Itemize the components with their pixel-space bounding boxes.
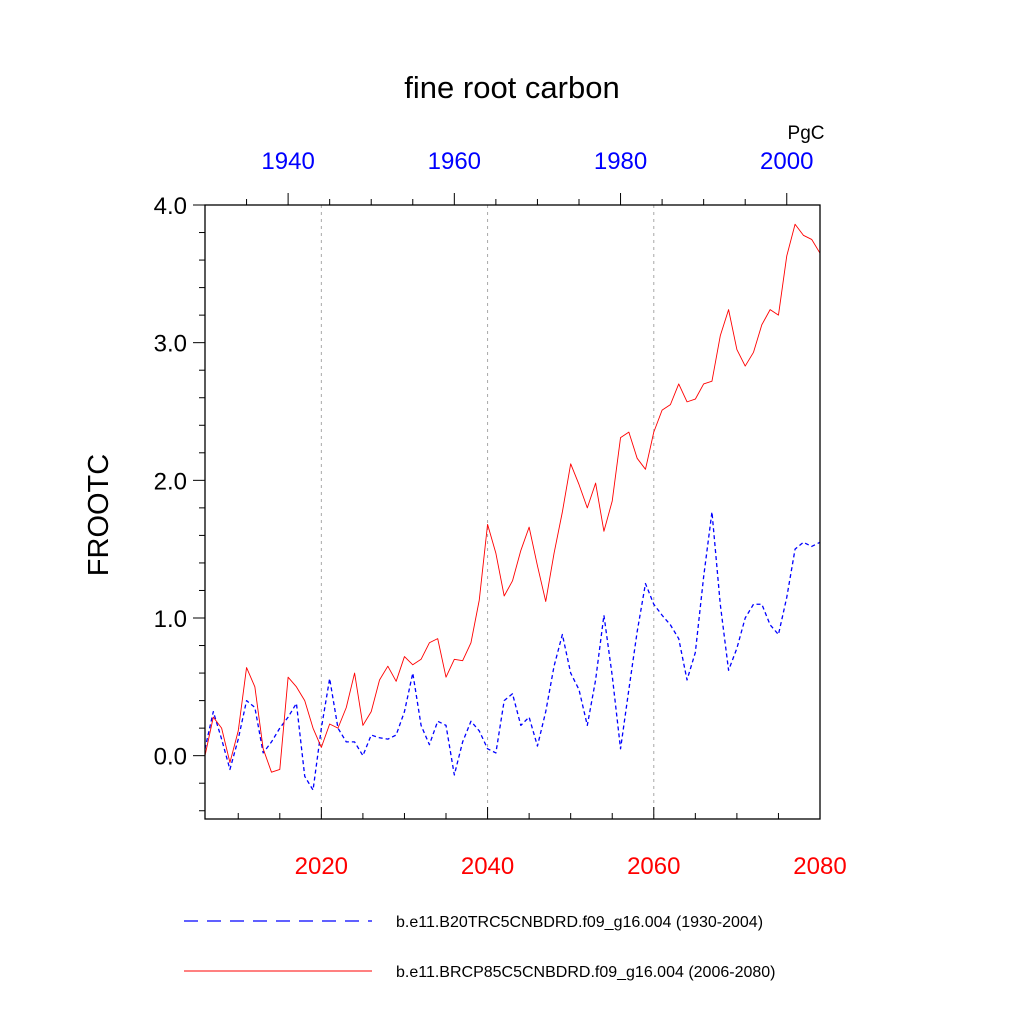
x-bottom-tick-label: 2020 [295, 853, 348, 880]
series-line-0 [204, 511, 821, 791]
legend: b.e11.B20TRC5CNBDRD.f09_g16.004 (1930-20… [184, 914, 775, 981]
gridlines [320, 205, 655, 819]
y-tick-label: 0.0 [154, 744, 187, 771]
x-top-tick-label: 1980 [594, 148, 647, 175]
axes-group: 0.0 1.0 2.0 3.0 4.0 2020 2040 2060 2080 1940 1960 1… [154, 148, 847, 880]
series-group [204, 223, 821, 791]
x-top-tick-label: 1940 [261, 148, 314, 175]
y-axis-label: FROOTC [83, 454, 115, 576]
y-tick-label: 3.0 [154, 331, 187, 358]
series-line-1 [204, 223, 821, 773]
chart-title: fine root carbon [404, 70, 619, 105]
x-top-tick-label: 1960 [428, 148, 481, 175]
legend-label-1: b.e11.BRCP85C5CNBDRD.f09_g16.004 (2006-2… [396, 964, 775, 981]
units-label: PgC [788, 123, 825, 144]
legend-label-0: b.e11.B20TRC5CNBDRD.f09_g16.004 (1930-20… [396, 914, 763, 931]
x-top-tick-label: 2000 [760, 148, 813, 175]
y-tick-label: 2.0 [154, 468, 187, 495]
x-bottom-tick-label: 2060 [627, 853, 680, 880]
x-bottom-tick-label: 2080 [793, 853, 846, 880]
y-tick-label: 1.0 [154, 606, 187, 633]
y-tick-label: 4.0 [154, 193, 187, 220]
x-bottom-tick-label: 2040 [461, 853, 514, 880]
plot-frame [204, 204, 821, 820]
